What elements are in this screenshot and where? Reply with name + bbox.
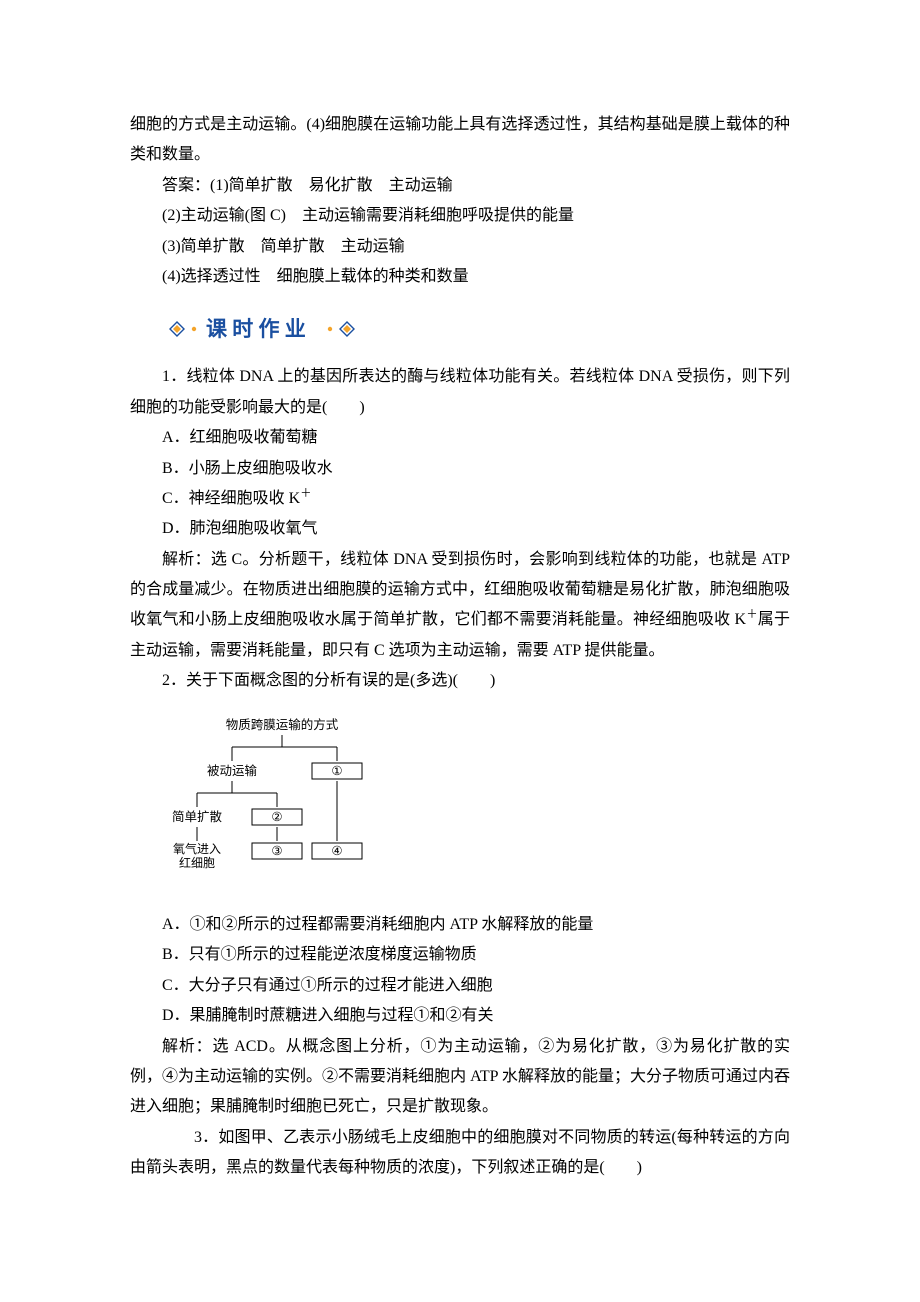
answer-line-2: (2)主动运输(图 C) 主动运输需要消耗细胞呼吸提供的能量 xyxy=(130,201,790,231)
q2-concept-diagram: 物质跨膜运输的方式 被动运输 ① 简单扩散 ② 氧气进入 红细胞 ③ ④ xyxy=(162,713,790,894)
svg-text:③: ③ xyxy=(271,844,282,858)
q1-options: A．红细胞吸收葡萄糖 B．小肠上皮细胞吸收水 C．神经细胞吸收 K＋ D．肺泡细… xyxy=(130,423,790,545)
svg-text:被动运输: 被动运输 xyxy=(207,763,258,778)
q1-option-d: D．肺泡细胞吸收氧气 xyxy=(130,514,790,544)
svg-text:氧气进入: 氧气进入 xyxy=(173,841,221,856)
q1-option-b: B．小肠上皮细胞吸收水 xyxy=(130,454,790,484)
svg-text:物质跨膜运输的方式: 物质跨膜运输的方式 xyxy=(226,717,339,732)
q1-explanation: 解析：选 C。分析题干，线粒体 DNA 受到损伤时，会影响到线粒体的功能，也就是… xyxy=(130,545,790,667)
q1-option-a: A．红细胞吸收葡萄糖 xyxy=(130,423,790,453)
q2-stem: 2．关于下面概念图的分析有误的是(多选)( ) xyxy=(130,666,790,696)
q2-option-c: C．大分子只有通过①所示的过程才能进入细胞 xyxy=(130,971,790,1001)
answer-line-4: (4)选择透过性 细胞膜上载体的种类和数量 xyxy=(130,262,790,292)
svg-text:简单扩散: 简单扩散 xyxy=(172,809,223,824)
top-paragraph: 细胞的方式是主动运输。(4)细胞膜在运输功能上具有选择透过性，其结构基础是膜上载… xyxy=(130,110,790,171)
q1-stem: 1．线粒体 DNA 上的基因所表达的酶与线粒体功能有关。若线粒体 DNA 受损伤… xyxy=(130,362,790,423)
section-title-text: 课 时 作 业 xyxy=(206,317,306,341)
q2-option-d: D．果脯腌制时蔗糖进入细胞与过程①和②有关 xyxy=(130,1001,790,1031)
q1-option-c: C．神经细胞吸收 K＋ xyxy=(130,484,790,514)
answer-line-1: 答案：(1)简单扩散 易化扩散 主动运输 xyxy=(130,171,790,201)
q2-option-a: A．①和②所示的过程都需要消耗细胞内 ATP 水解释放的能量 xyxy=(130,910,790,940)
answer-line-3: (3)简单扩散 简单扩散 主动运输 xyxy=(130,232,790,262)
q3-stem: 3．如图甲、乙表示小肠绒毛上皮细胞中的细胞膜对不同物质的转运(每种转运的方向由箭… xyxy=(130,1123,790,1184)
svg-text:红细胞: 红细胞 xyxy=(179,855,215,870)
svg-text:②: ② xyxy=(271,810,282,824)
svg-text:④: ④ xyxy=(331,844,342,858)
svg-text:①: ① xyxy=(331,764,342,778)
section-heading: 课 时 作 业 xyxy=(162,314,790,344)
q2-explanation: 解析：选 ACD。从概念图上分析，①为主动运输，②为易化扩散，③为易化扩散的实例… xyxy=(130,1032,790,1123)
q2-option-b: B．只有①所示的过程能逆浓度梯度运输物质 xyxy=(130,940,790,970)
q2-options: A．①和②所示的过程都需要消耗细胞内 ATP 水解释放的能量 B．只有①所示的过… xyxy=(130,910,790,1032)
